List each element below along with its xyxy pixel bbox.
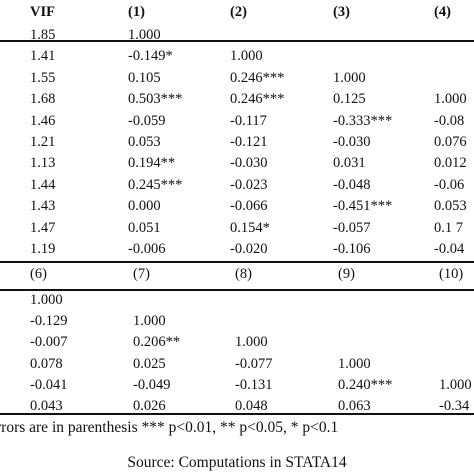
column-header: (10) xyxy=(439,266,464,282)
table-cell: 1.47 xyxy=(30,219,56,236)
table-cell: 1.000 xyxy=(133,313,166,330)
table-cell: 1.000 xyxy=(30,292,63,308)
table-cell: -0.007 xyxy=(30,334,68,351)
column-header: (2) xyxy=(230,4,247,20)
table-cell: 0.246*** xyxy=(230,69,285,86)
table-cell: -0.006 xyxy=(128,241,166,257)
table-cell: 1.55 xyxy=(30,69,56,86)
table-cell: -0.34 xyxy=(439,398,470,414)
table-cell: 0.053 xyxy=(128,134,161,150)
table-cell: -0.06 xyxy=(434,176,465,193)
table-cell: 1.85 xyxy=(30,27,56,43)
table-cell: 0.125 xyxy=(333,91,366,108)
table-cell: -0.077 xyxy=(235,355,273,372)
table-cell: 0.026 xyxy=(133,398,166,414)
table-cell: -0.030 xyxy=(333,134,371,150)
column-header: (1) xyxy=(128,4,145,20)
table-cell: 0.240*** xyxy=(338,376,393,393)
column-header: (4) xyxy=(434,4,451,20)
table-cell: -0.121 xyxy=(230,134,268,150)
table-cell: 1.13 xyxy=(30,155,56,172)
table-cell: -0.030 xyxy=(230,155,268,172)
table-cell: 0.246*** xyxy=(230,91,285,108)
table-cell: 1.19 xyxy=(30,241,56,257)
table-cell: -0.149* xyxy=(128,48,173,65)
table-cell: -0.048 xyxy=(333,176,371,193)
column-header: (7) xyxy=(133,266,150,282)
table-cell: 0.154* xyxy=(230,219,270,236)
table-cell: -0.057 xyxy=(333,219,371,236)
table-cell: 1.46 xyxy=(30,112,56,129)
table-cell: 1.43 xyxy=(30,198,56,215)
table-cell: 1.000 xyxy=(333,69,366,86)
table-cell: 1.44 xyxy=(30,176,56,193)
table-cell: 0.245*** xyxy=(128,176,183,193)
table-cell: -0.451*** xyxy=(333,198,393,215)
table-cell: 1.000 xyxy=(230,48,263,65)
table-cell: 0.206** xyxy=(133,334,181,351)
section-divider-top xyxy=(0,261,474,263)
table-cell: 1.41 xyxy=(30,48,56,65)
table-cell: -0.066 xyxy=(230,198,268,215)
table-cell: 1.000 xyxy=(128,27,161,43)
table-cell: 0.012 xyxy=(434,155,467,172)
table-cell: 0.031 xyxy=(333,155,366,172)
table-cell: -0.023 xyxy=(230,176,268,193)
table-cell: 0.105 xyxy=(128,69,161,86)
table-cell: -0.04 xyxy=(434,241,465,257)
table-cell: 1.000 xyxy=(235,334,268,351)
table-cell: -0.059 xyxy=(128,112,166,129)
table-cell: 1.000 xyxy=(338,355,371,372)
table-cell: -0.041 xyxy=(30,376,68,393)
table-cell: -0.117 xyxy=(230,112,267,129)
table-cell: 0.078 xyxy=(30,355,63,372)
table-cell: 0.076 xyxy=(434,134,467,150)
column-header: (6) xyxy=(30,266,47,282)
table-cell: 1.000 xyxy=(434,91,467,108)
table-cell: 0.194** xyxy=(128,155,176,172)
table-cell: -0.08 xyxy=(434,112,465,129)
table-cell: -0.129 xyxy=(30,313,68,330)
table-cell: 0.503*** xyxy=(128,91,183,108)
table-cell: 0.063 xyxy=(338,398,371,414)
table-cell: 0.000 xyxy=(128,198,161,215)
table-cell: 0.051 xyxy=(128,219,161,236)
table-cell: 1.21 xyxy=(30,134,56,150)
table-cell: -0.333*** xyxy=(333,112,393,129)
table-cell: 1.000 xyxy=(439,376,472,393)
column-header: (8) xyxy=(235,266,252,282)
table-cell: 0.048 xyxy=(235,398,268,414)
table-cell: 0.053 xyxy=(434,198,467,215)
table-cell: 0.043 xyxy=(30,398,63,414)
table-footnote: rrors are in parenthesis *** p<0.01, ** … xyxy=(0,419,339,436)
table-cell: -0.131 xyxy=(235,376,273,393)
table-cell: 0.1 7 xyxy=(434,219,463,236)
table-cell: 1.68 xyxy=(30,91,56,108)
table-cell: -0.049 xyxy=(133,376,171,393)
table-cell: 0.025 xyxy=(133,355,166,372)
column-header: (9) xyxy=(338,266,355,282)
column-header: (3) xyxy=(333,4,350,20)
header-rule-top xyxy=(0,40,474,42)
column-header: VIF xyxy=(30,4,55,20)
table-cell: -0.020 xyxy=(230,241,268,257)
table-cell: -0.106 xyxy=(333,241,371,257)
section-divider-bottom xyxy=(0,289,474,291)
table-bottom-rule xyxy=(0,413,474,415)
table-source: Source: Computations in STATA14 xyxy=(127,454,347,471)
